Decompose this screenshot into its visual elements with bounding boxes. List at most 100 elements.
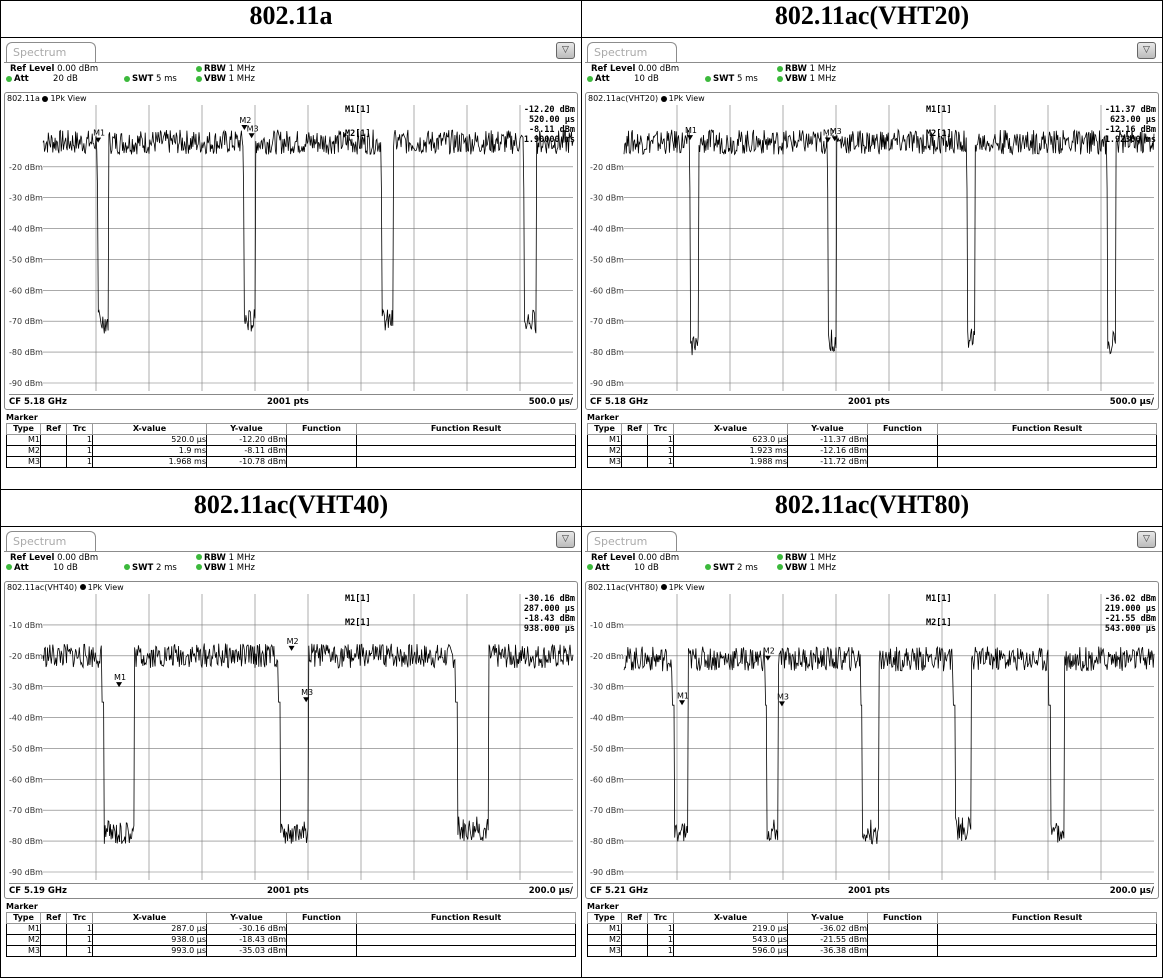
sweep-time: SWT 5 ms [705, 74, 758, 84]
y-tick-label: -30 dBm [9, 194, 43, 203]
table-cell: 1 [66, 456, 93, 468]
table-cell: -18.43 dBm [206, 933, 287, 946]
ref-level: Ref Level 0.00 dBm [10, 64, 99, 74]
table-cell [356, 933, 576, 946]
column-header: Trc [66, 423, 93, 435]
menu-icon[interactable]: ▽ [556, 42, 575, 59]
trace-label: 802.11ac(VHT40) 1Pk View [7, 582, 124, 592]
table-cell: 520.0 µs [92, 434, 207, 446]
table-cell: -36.38 dBm [787, 944, 868, 957]
marker-label: M3 [247, 124, 259, 133]
rbw: RBW 1 MHz [777, 553, 836, 563]
table-cell [286, 456, 357, 468]
table-cell [867, 445, 938, 457]
table-cell [621, 944, 648, 957]
spectrum-plot: -20 dBm -30 dBm -40 dBm -50 dBm -60 dBm -70 d… [590, 105, 1155, 391]
table-cell [937, 922, 1157, 935]
trace-dot-icon [42, 95, 49, 102]
table-cell: M2 [587, 933, 622, 946]
status-dot-icon [196, 564, 202, 570]
marker-label: M3 [301, 688, 313, 697]
table-cell: -12.20 dBm [206, 434, 287, 446]
spectrum-plot: -20 dBm -30 dBm -40 dBm -50 dBm -60 dBm -70 d… [9, 105, 574, 391]
table-cell [286, 944, 357, 957]
spectrum-plot: -10 dBm -20 dBm -30 dBm -40 dBm -50 dBm -60 d… [9, 593, 574, 880]
trace-window: 802.11ac(VHT40) 1Pk View -10 dBm -20 dBm -… [4, 580, 578, 899]
column-header: Y-value [787, 423, 868, 435]
table-cell [40, 933, 67, 946]
y-tick-label: -90 dBm [9, 867, 43, 876]
sweep-time: SWT 5 ms [124, 74, 177, 84]
marker-point [241, 125, 248, 131]
y-tick-label: -80 dBm [590, 348, 624, 357]
table-cell: 1 [66, 434, 93, 446]
tab-spectrum[interactable]: Spectrum [6, 530, 96, 551]
table-cell: -11.72 dBm [787, 456, 868, 468]
menu-icon[interactable]: ▽ [556, 530, 575, 548]
table-cell: -11.37 dBm [787, 434, 868, 446]
spectrum-panel: Spectrum ▽ Ref Level 0.00 dBm Att 10 dB … [585, 529, 1162, 969]
table-cell: 596.0 µs [673, 944, 788, 957]
analyzer-cell: Spectrum ▽ Ref Level 0.00 dBm Att 10 dB … [581, 525, 1163, 978]
table-cell: 543.0 µs [673, 933, 788, 946]
marker-point [116, 681, 123, 687]
trace-dot-icon [660, 584, 667, 590]
attenuation: Att 20 dB [6, 74, 78, 84]
analyzer-cell: Spectrum ▽ Ref Level 0.00 dBm Att 10 dB … [0, 525, 582, 978]
table-cell [286, 434, 357, 446]
trace-label: 802.11a 1Pk View [7, 94, 87, 103]
marker-label: M2 [239, 116, 251, 125]
y-tick-label: -50 dBm [9, 255, 43, 264]
table-cell: -10.78 dBm [206, 456, 287, 468]
table-cell: M2 [6, 445, 41, 457]
menu-icon[interactable]: ▽ [1137, 530, 1156, 548]
marker-table: Marker Type Ref Trc X-value Y-value Function F… [585, 412, 1159, 468]
table-row: M2 1 1.9 ms -8.11 dBm [6, 445, 576, 457]
status-dot-icon [196, 65, 202, 72]
table-cell: 219.0 µs [673, 922, 788, 935]
y-tick-label: -80 dBm [590, 837, 624, 846]
trace-footer: CF 5.19 GHz 2001 pts 200.0 µs/ [9, 882, 573, 898]
marker-table: Marker Type Ref Trc X-value Y-value Function F… [4, 412, 578, 468]
table-cell: 623.0 µs [673, 434, 788, 446]
table-cell [40, 456, 67, 468]
menu-icon[interactable]: ▽ [1137, 42, 1156, 59]
y-tick-label: -60 dBm [590, 286, 624, 295]
tab-spectrum[interactable]: Spectrum [587, 530, 677, 551]
marker-point [303, 696, 310, 702]
table-cell [356, 434, 576, 446]
table-cell: 1 [66, 933, 93, 946]
status-dot-icon [124, 75, 130, 82]
column-header: Y-value [787, 911, 868, 924]
tab-spectrum[interactable]: Spectrum [6, 42, 96, 62]
column-header: Y-value [206, 911, 287, 924]
y-tick-label: -60 dBm [9, 286, 43, 295]
trace-dot-icon [660, 95, 667, 102]
table-cell [867, 456, 938, 468]
y-tick-label: -20 dBm [590, 651, 624, 660]
table-cell: M1 [6, 922, 41, 935]
table-cell: 1.988 ms [673, 456, 788, 468]
trace-window: 802.11a 1Pk View -20 dBm -30 dBm -40 dBm -5… [4, 92, 578, 410]
y-tick-label: -40 dBm [9, 225, 43, 234]
rbw: RBW 1 MHz [196, 553, 255, 563]
panel-caption: 802.11ac(VHT80) [581, 488, 1163, 527]
status-dot-icon [587, 75, 593, 82]
tab-spectrum[interactable]: Spectrum [587, 42, 677, 62]
trace-window: 802.11ac(VHT80) 1Pk View -10 dBm -20 dBm -… [585, 580, 1159, 899]
table-cell: -21.55 dBm [787, 933, 868, 946]
y-tick-label: -60 dBm [590, 775, 624, 784]
status-dot-icon [587, 564, 593, 570]
rbw: RBW 1 MHz [777, 64, 836, 74]
column-header: X-value [92, 423, 207, 435]
panel-caption: 802.11a [0, 0, 582, 38]
marker-label: M1 [677, 691, 689, 700]
y-tick-label: -40 dBm [9, 713, 43, 722]
y-tick-label: -80 dBm [9, 837, 43, 846]
table-cell [356, 944, 576, 957]
y-tick-label: -30 dBm [590, 194, 624, 203]
marker-readout: M1[1] -12.20 dBm 520.00 µs M2[1] -8.11 d… [345, 105, 575, 145]
table-row: M1 1 623.0 µs -11.37 dBm [587, 434, 1157, 446]
column-header: Function Result [937, 423, 1157, 435]
